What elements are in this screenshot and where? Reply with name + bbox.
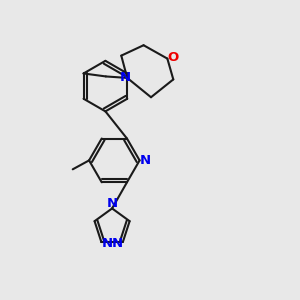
Text: N: N [102, 237, 113, 250]
Text: N: N [120, 70, 131, 83]
Text: O: O [167, 51, 178, 64]
Text: N: N [111, 237, 123, 250]
Text: N: N [140, 154, 151, 167]
Text: N: N [107, 196, 118, 210]
